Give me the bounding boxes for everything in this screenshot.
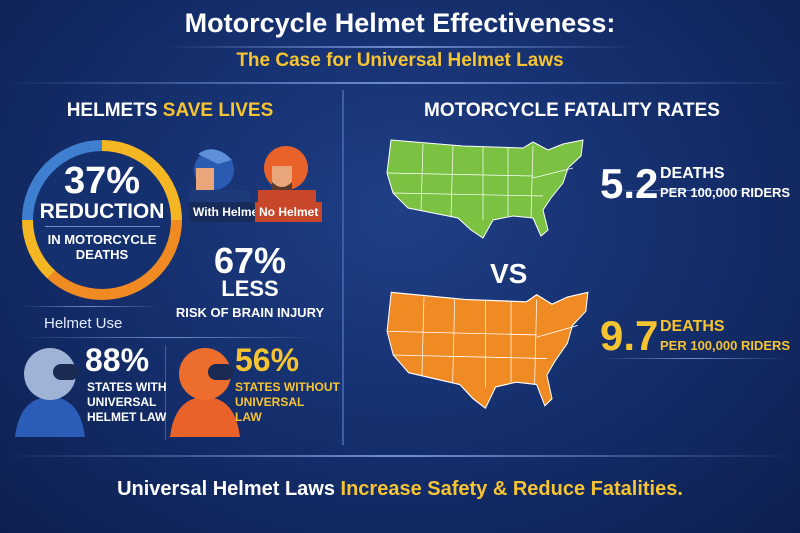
helmets-save-lives-heading: HELMETS SAVE LIVES bbox=[0, 100, 340, 122]
rate-with-law-per: PER 100,000 RIDERS bbox=[660, 185, 791, 200]
orange-helmet-rider-icon bbox=[170, 348, 240, 437]
rider-helmet-icons bbox=[190, 146, 316, 204]
fatality-rates-heading: MOTORCYCLE FATALITY RATES bbox=[424, 100, 720, 121]
footer-white: Universal Helmet Laws bbox=[117, 478, 335, 500]
no-helmet-label: No Helmet bbox=[255, 202, 323, 222]
heading-white: HELMETS bbox=[66, 100, 158, 121]
helmet-use-label: Helmet Use bbox=[44, 315, 123, 332]
footer-tagline: Universal Helmet Laws Increase Safety & … bbox=[0, 478, 800, 501]
header-divider bbox=[0, 82, 800, 84]
reduction-label: REDUCTION bbox=[39, 200, 165, 223]
with-law-line2: UNIVERSAL bbox=[87, 395, 157, 409]
brain-injury-desc: RISK OF BRAIN INJURY bbox=[175, 305, 325, 320]
blue-helmet-rider-icon bbox=[15, 348, 85, 437]
rate-with-law-value: 5.2 bbox=[600, 160, 659, 207]
page-title: Motorcycle Helmet Effectiveness: bbox=[184, 8, 616, 38]
rate-without-law-value: 9.7 bbox=[600, 312, 659, 359]
with-law-line1: STATES WITH bbox=[87, 380, 167, 394]
with-helmet-rider-icon bbox=[190, 149, 250, 204]
heading-yellow: SAVE LIVES bbox=[162, 100, 274, 121]
without-law-line3: LAW bbox=[235, 410, 262, 424]
reduction-desc-1: IN MOTORCYCLE bbox=[47, 232, 157, 247]
without-law-line1: STATES WITHOUT bbox=[235, 380, 340, 394]
rate-without-law-per: PER 100,000 RIDERS bbox=[660, 338, 791, 353]
rate-without-law-unit: DEATHS bbox=[660, 318, 725, 335]
rate-with-law-unit: DEATHS bbox=[660, 165, 725, 182]
reduction-value: 37% bbox=[63, 160, 141, 202]
title-divider bbox=[165, 46, 635, 48]
with-helmet-label: With Helmet bbox=[189, 202, 267, 222]
with-law-line3: HELMET LAW bbox=[87, 410, 167, 424]
footer-yellow: Increase Safety & Reduce Fatalities. bbox=[340, 478, 683, 500]
brain-injury-value: 67% bbox=[213, 240, 287, 281]
panel-divider bbox=[342, 90, 344, 445]
without-law-line2: UNIVERSAL bbox=[235, 395, 305, 409]
vs-label: VS bbox=[490, 258, 528, 289]
no-helmet-rider-icon bbox=[258, 146, 316, 204]
us-map-orange bbox=[386, 291, 589, 410]
page-subtitle: The Case for Universal Helmet Laws bbox=[236, 50, 564, 71]
brain-injury-label: LESS bbox=[221, 276, 279, 301]
reduction-desc-2: DEATHS bbox=[75, 247, 129, 262]
us-map-green bbox=[386, 139, 584, 239]
with-law-value: 88% bbox=[85, 342, 150, 378]
reduction-ring bbox=[22, 140, 182, 300]
without-law-value: 56% bbox=[235, 342, 300, 378]
